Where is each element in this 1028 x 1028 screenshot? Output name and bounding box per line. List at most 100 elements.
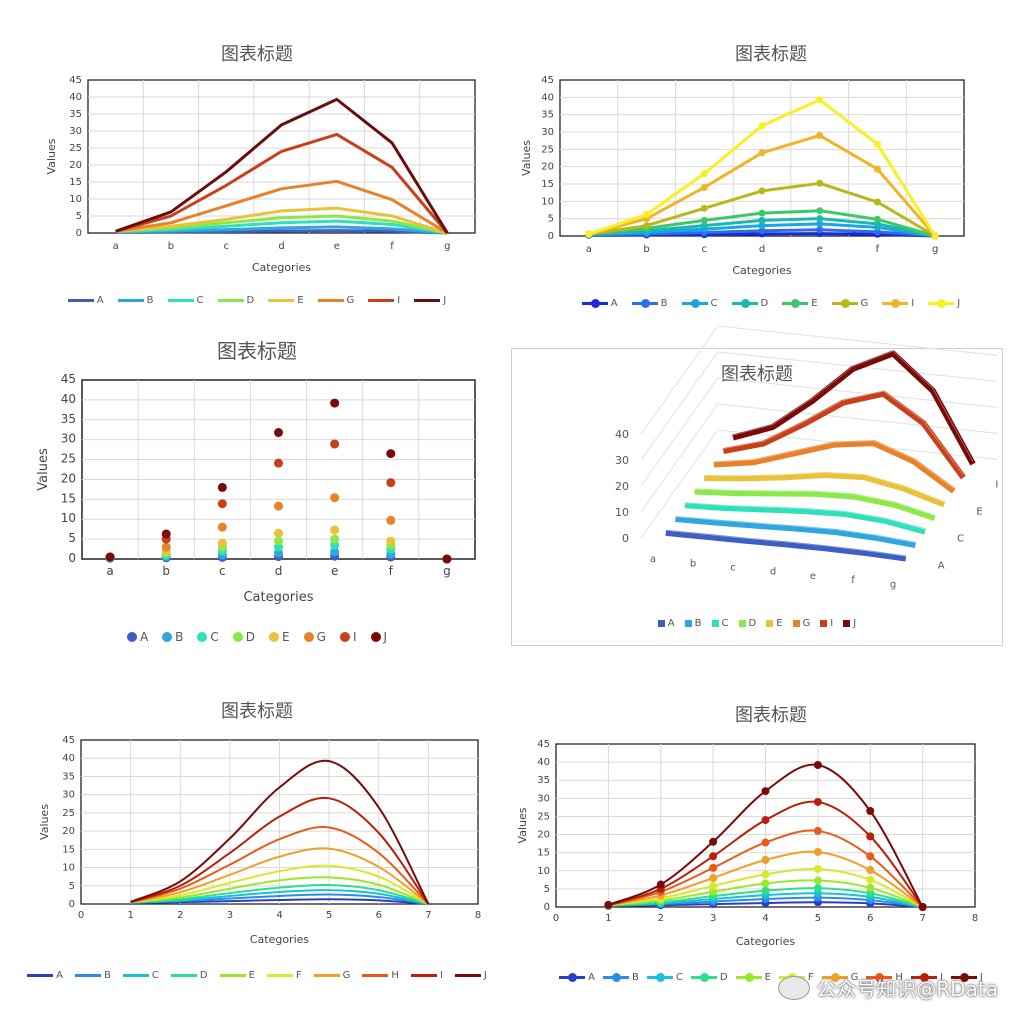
series-line-I <box>115 132 449 234</box>
series-ribbon-J <box>732 350 976 466</box>
data-point-G <box>709 874 718 883</box>
y-tick-label: 40 <box>61 392 76 406</box>
data-point-G <box>816 179 824 187</box>
y-tick-label: 45 <box>62 735 75 746</box>
data-point-D <box>700 222 708 230</box>
legend-swatch-marker <box>568 973 578 982</box>
x-tick-label: 4 <box>762 913 768 924</box>
data-point-I <box>330 439 340 449</box>
x-tick-label: f <box>389 564 394 578</box>
x-tick-label: c <box>730 563 736 574</box>
legend-item-C: C <box>681 298 718 309</box>
data-point-G <box>161 542 171 552</box>
legend-swatch-marker <box>830 973 840 982</box>
data-point-D <box>758 216 766 224</box>
x-tick-label: e <box>810 571 816 582</box>
x-tick-label: d <box>278 241 284 252</box>
legend-label: I <box>352 630 357 644</box>
y-tick-label: 10 <box>537 866 550 877</box>
data-point-E <box>758 209 766 217</box>
y-tick-label: 45 <box>61 372 76 386</box>
data-point-E <box>217 538 227 548</box>
legend-label: B <box>104 970 111 981</box>
legend-item-A: A <box>27 970 63 981</box>
x-tick-label: e <box>331 564 338 578</box>
y-tick-label: 40 <box>69 92 82 103</box>
y-tick-label: 10 <box>541 196 554 207</box>
x-tick-label: d <box>770 567 776 578</box>
legend-item-I: I <box>882 298 914 309</box>
x-tick-label: a <box>113 241 119 252</box>
legend-swatch-line <box>414 299 441 302</box>
series-ribbon-edge-E <box>704 472 945 503</box>
series-ribbon-E <box>704 472 946 508</box>
legend-label: E <box>764 972 771 983</box>
legend-swatch-dot <box>197 632 208 642</box>
x-tick-label: 2 <box>177 910 183 921</box>
y-tick-label: 0 <box>622 532 629 545</box>
legend-item-G: G <box>303 630 326 644</box>
chart-legend: A B C D E F G H I J <box>514 972 1028 983</box>
x-tick-label: c <box>219 564 226 578</box>
data-point-J <box>816 96 824 104</box>
y-tick-label: 25 <box>541 144 554 155</box>
y-tick-label: 15 <box>541 179 554 190</box>
legend-swatch-line <box>217 299 244 302</box>
legend-item-J: J <box>370 630 388 644</box>
series-ribbon-edge-J <box>732 350 974 462</box>
y-axis-label: Values <box>516 807 529 843</box>
legend-swatch-line <box>454 974 481 977</box>
legend-swatch-line <box>368 299 395 302</box>
x-tick-label: a <box>586 244 592 255</box>
data-point-I <box>761 816 770 825</box>
legend-swatch-line <box>317 299 344 302</box>
legend-swatch-square <box>738 620 746 627</box>
legend-label: B <box>175 630 184 644</box>
wechat-icon <box>778 975 811 1000</box>
y-tick-label: 35 <box>541 110 554 121</box>
legend-label: J <box>383 630 388 644</box>
data-point-G <box>643 222 651 230</box>
data-point-F <box>761 870 770 879</box>
legend-swatch-line <box>313 974 340 977</box>
x-tick-label: 7 <box>919 913 925 924</box>
data-point-F <box>813 864 822 873</box>
x-tick-label: b <box>643 244 649 255</box>
legend-label: I <box>939 972 943 983</box>
gridline-3d <box>640 377 998 487</box>
y-tick-label: 40 <box>615 428 629 441</box>
y-tick-label: 45 <box>69 75 82 86</box>
legend-item-D: D <box>738 618 756 629</box>
data-point-J <box>866 807 875 816</box>
x-tick-label: c <box>223 241 229 252</box>
y-tick-label: 10 <box>615 506 629 519</box>
legend-label: G <box>850 972 859 983</box>
legend-swatch-line <box>117 299 144 302</box>
data-point-J <box>274 428 283 438</box>
watermark-text: 公众号知识@RDatа <box>816 977 998 1001</box>
y-tick-label: 5 <box>544 884 550 895</box>
legend-swatch-line <box>362 974 389 977</box>
data-point-E <box>761 879 770 888</box>
legend-swatch-marker <box>937 299 947 308</box>
y-tick-label: 25 <box>537 811 550 822</box>
chart-panel-5: 图表标题 0 5 10 15 20 25 30 35 40 45 0 1 2 3 4 5 6 7 8 Categori… <box>0 690 514 1028</box>
y-tick-label: 15 <box>61 491 76 505</box>
legend-item-B: B <box>117 295 154 306</box>
legend-item-D: D <box>170 970 208 981</box>
legend-item-D: D <box>232 630 255 644</box>
data-point-B <box>816 226 824 234</box>
legend-label: E <box>811 298 818 309</box>
y-tick-label: 30 <box>537 793 550 804</box>
chart-svg: 0 10 20 30 40 a b c d e f g A C E I <box>615 325 998 590</box>
legend-swatch-line <box>882 299 909 308</box>
data-point-J <box>758 122 766 130</box>
legend-label: J <box>979 972 983 983</box>
data-point-G <box>700 204 708 212</box>
legend-swatch-marker <box>791 299 801 308</box>
legend-swatch-line <box>603 973 629 982</box>
x-axis-label: Categories <box>250 933 310 946</box>
legend-label: I <box>830 618 834 629</box>
gridline-3d <box>640 429 998 539</box>
